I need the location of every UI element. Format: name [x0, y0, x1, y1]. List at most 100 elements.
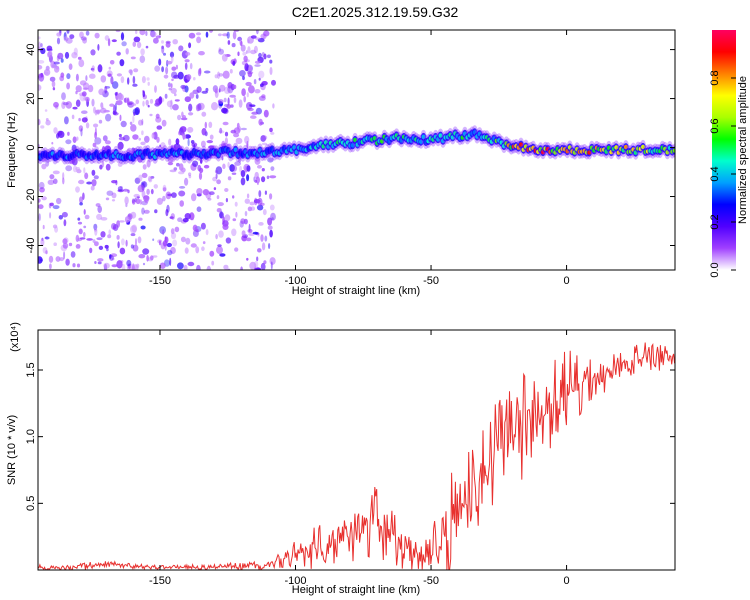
noise-speckle	[221, 107, 228, 114]
noise-speckle	[245, 81, 252, 87]
noise-speckle	[101, 106, 105, 110]
noise-speckle	[256, 204, 264, 211]
noise-speckle	[119, 59, 125, 67]
ridge-core	[372, 136, 377, 141]
noise-speckle	[98, 245, 104, 250]
noise-speckle	[108, 229, 111, 235]
noise-speckle	[124, 216, 130, 223]
noise-speckle	[199, 67, 202, 75]
noise-speckle	[143, 209, 150, 214]
noise-speckle	[164, 243, 167, 251]
noise-speckle	[130, 56, 136, 60]
noise-speckle	[251, 111, 259, 115]
noise-speckle	[139, 199, 143, 205]
noise-speckle	[216, 246, 223, 255]
noise-speckle	[269, 175, 277, 179]
noise-speckle	[219, 127, 223, 134]
noise-speckle	[267, 225, 273, 230]
noise-speckle	[72, 136, 77, 143]
noise-speckle	[98, 119, 103, 124]
noise-speckle	[40, 238, 45, 247]
noise-speckle	[64, 51, 70, 59]
noise-speckle	[133, 68, 139, 73]
noise-speckle	[219, 84, 226, 92]
noise-speckle	[141, 130, 144, 136]
noise-speckle	[51, 141, 54, 145]
noise-speckle	[54, 65, 60, 73]
noise-speckle	[206, 265, 211, 270]
snr-xlabel: Height of straight line (km)	[292, 584, 420, 596]
y-tick-label: 20	[25, 92, 37, 104]
noise-speckle	[244, 210, 248, 217]
figure-title: C2E1.2025.312.19.59.G32	[292, 4, 459, 20]
noise-speckle	[244, 135, 250, 144]
noise-speckle	[38, 118, 41, 126]
noise-speckle	[120, 32, 125, 41]
noise-speckle	[219, 253, 226, 257]
noise-speckle	[134, 177, 141, 184]
noise-speckle	[97, 205, 102, 213]
noise-speckle	[187, 261, 195, 267]
noise-speckle	[256, 182, 259, 186]
noise-speckle	[111, 192, 117, 199]
noise-speckle	[270, 212, 276, 221]
noise-speckle	[240, 266, 243, 270]
x-tick-label: -100	[284, 275, 306, 287]
noise-speckle	[208, 191, 215, 196]
noise-speckle	[135, 30, 138, 35]
noise-speckle	[244, 63, 249, 72]
noise-speckle	[91, 179, 97, 187]
noise-speckle	[94, 241, 99, 247]
noise-speckle	[179, 126, 187, 133]
noise-speckle	[97, 44, 100, 51]
noise-speckle	[208, 145, 215, 149]
noise-speckle	[121, 41, 127, 47]
snr-ylabel: SNR (10 * v/v)	[6, 415, 18, 485]
noise-speckle	[68, 63, 73, 70]
noise-speckle	[100, 231, 106, 238]
noise-speckle	[126, 259, 132, 267]
noise-speckle	[135, 99, 140, 105]
y-tick-label: 0.5	[25, 496, 37, 511]
noise-speckle	[171, 192, 177, 198]
x-tick-label: 0	[564, 575, 570, 587]
noise-speckle	[92, 142, 97, 148]
noise-speckle	[38, 60, 45, 64]
noise-speckle	[145, 31, 148, 36]
noise-speckle	[174, 99, 180, 102]
noise-speckle	[68, 242, 73, 247]
noise-speckle	[218, 47, 221, 52]
noise-speckle	[216, 195, 220, 200]
noise-speckle	[104, 35, 110, 41]
noise-speckle	[184, 59, 190, 63]
noise-speckle	[261, 142, 268, 146]
snr-frame	[37, 329, 676, 571]
noise-speckle	[82, 87, 89, 91]
noise-speckle	[132, 103, 137, 106]
noise-speckle	[52, 170, 60, 175]
noise-speckle	[169, 169, 177, 173]
noise-speckle	[184, 177, 189, 186]
noise-speckle	[62, 172, 65, 180]
noise-speckle	[260, 83, 264, 87]
noise-speckle	[214, 90, 219, 98]
noise-speckle	[173, 167, 178, 171]
noise-speckle	[177, 262, 184, 270]
noise-speckle	[172, 239, 178, 247]
noise-speckle	[116, 260, 123, 269]
noise-speckle	[222, 224, 229, 230]
noise-speckle	[58, 215, 63, 220]
noise-speckle	[185, 52, 191, 56]
noise-speckle	[139, 30, 146, 36]
noise-speckle	[126, 97, 130, 106]
noise-speckle	[189, 92, 195, 99]
noise-speckle	[43, 71, 49, 75]
noise-speckle	[45, 118, 49, 122]
noise-speckle	[60, 72, 65, 78]
noise-speckle	[83, 209, 86, 215]
noise-speckle	[104, 244, 109, 249]
noise-speckle	[115, 179, 118, 186]
noise-speckle	[237, 51, 240, 57]
noise-speckle	[234, 247, 239, 252]
noise-speckle	[45, 119, 51, 126]
